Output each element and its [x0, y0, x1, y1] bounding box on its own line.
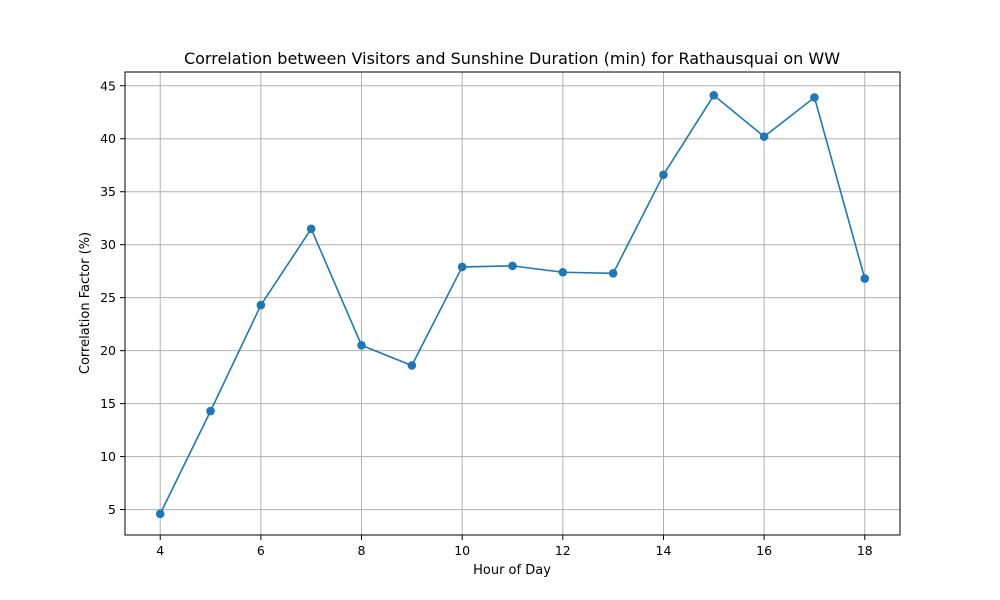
- data-point: [810, 93, 819, 102]
- data-point: [659, 170, 668, 180]
- y-tick-label: 45: [100, 78, 116, 93]
- x-tick-label: 14: [656, 543, 672, 558]
- y-tick-label: 10: [100, 449, 116, 464]
- data-point: [759, 132, 769, 141]
- x-axis-label: Hour of Day: [473, 563, 551, 578]
- y-axis-ticks: 5 10 15 20 25 30 35 40 45: [100, 78, 125, 517]
- data-point: [357, 341, 366, 350]
- data-point: [155, 509, 165, 519]
- data-point: [558, 267, 568, 277]
- data-point: [860, 274, 870, 283]
- x-tick-label: 12: [555, 543, 571, 558]
- y-tick-label: 35: [100, 184, 116, 199]
- series-layer: [155, 91, 870, 519]
- y-tick-label: 25: [100, 290, 116, 305]
- x-tick-label: 16: [756, 543, 772, 558]
- chart-title: Correlation between Visitors and Sunshin…: [184, 49, 840, 68]
- series-line: [159, 94, 866, 515]
- x-tick-label: 8: [358, 543, 366, 558]
- data-point: [407, 361, 417, 370]
- y-tick-label: 40: [100, 131, 116, 146]
- y-tick-label: 5: [108, 502, 116, 517]
- plot-frame: [124, 71, 901, 536]
- y-tick-label: 30: [100, 237, 116, 252]
- data-point: [457, 262, 467, 272]
- data-point: [508, 261, 517, 271]
- grid-lines: [125, 72, 900, 535]
- y-tick-label: 20: [100, 343, 116, 358]
- y-tick-label: 15: [100, 396, 116, 411]
- x-tick-label: 18: [857, 543, 873, 558]
- data-point: [256, 300, 266, 310]
- data-point: [608, 269, 618, 278]
- x-axis-ticks: 4 6 8 10 12 14 16 18: [156, 535, 873, 558]
- x-tick-label: 4: [156, 543, 164, 558]
- x-tick-label: 6: [257, 543, 265, 558]
- data-point: [306, 224, 316, 234]
- y-axis-label: Correlation Factor (%): [78, 232, 93, 374]
- x-tick-label: 10: [454, 543, 470, 558]
- data-point: [206, 406, 215, 416]
- data-point: [709, 91, 719, 100]
